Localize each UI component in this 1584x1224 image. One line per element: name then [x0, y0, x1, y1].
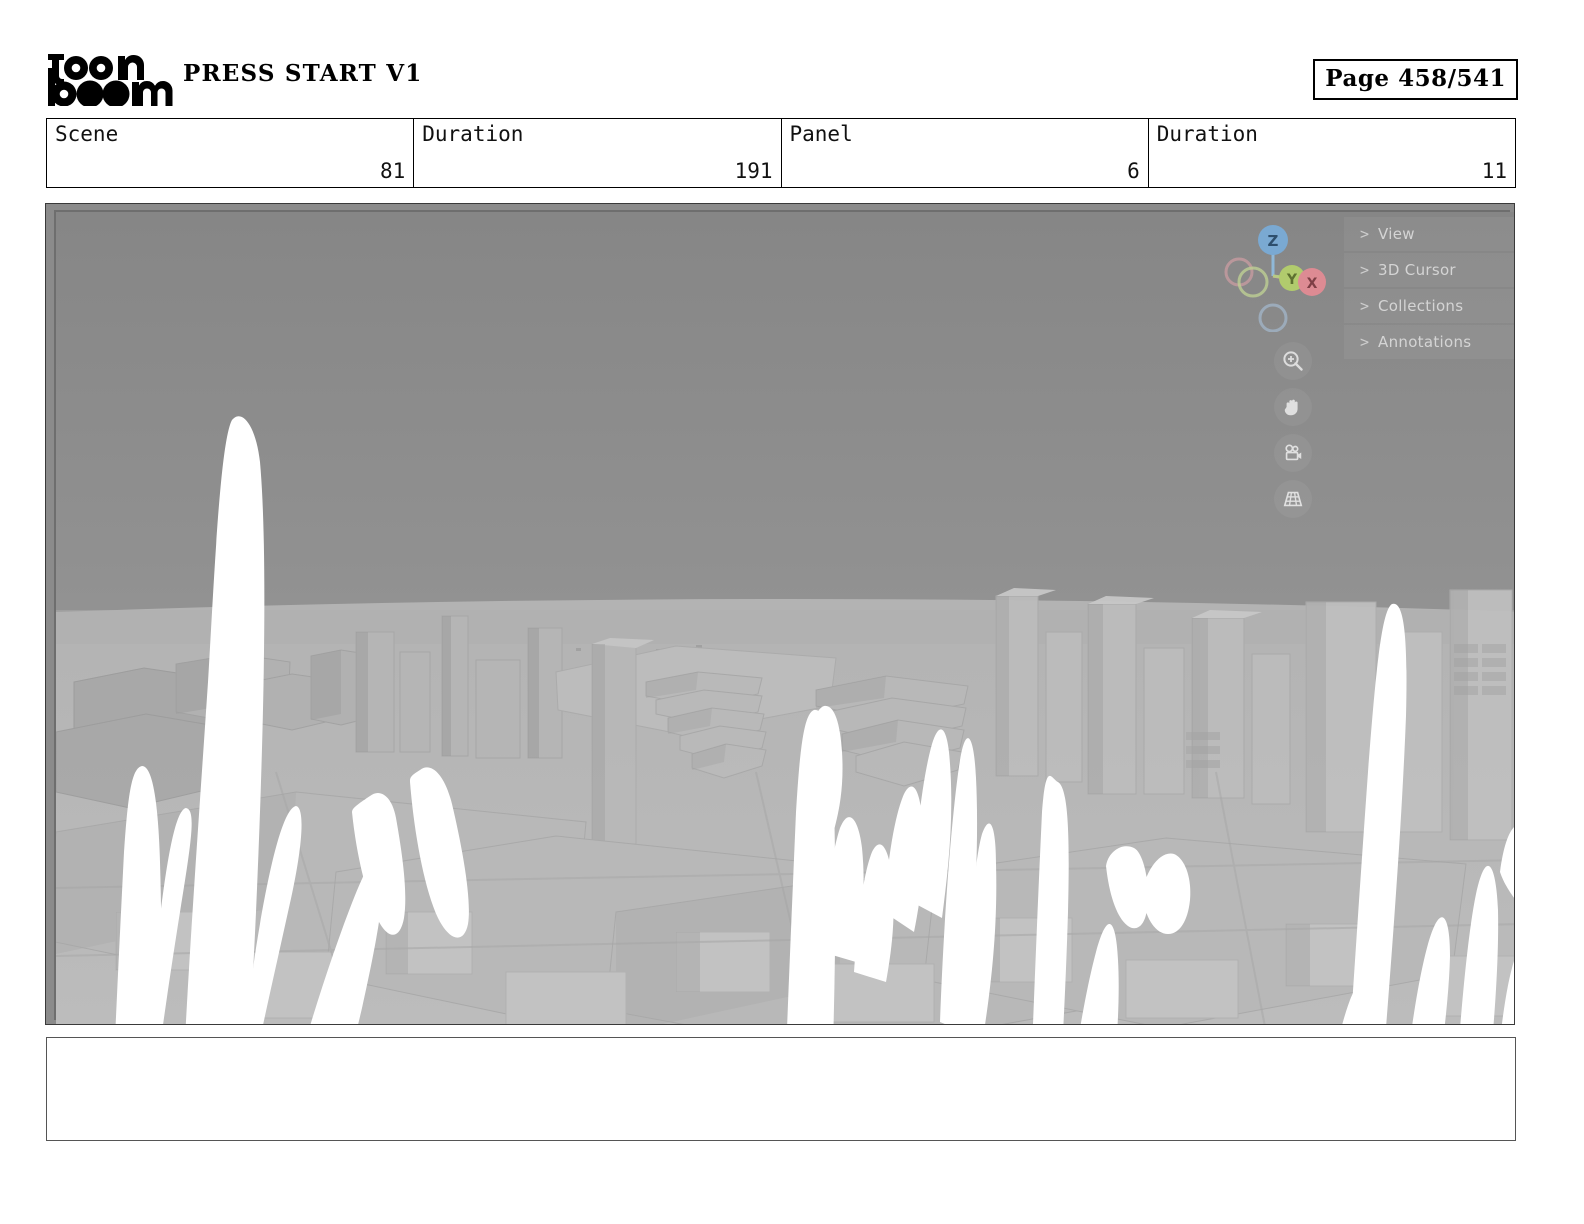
gizmo-x-label: X	[1307, 276, 1318, 292]
sidebar-item-collections[interactable]: > Collections	[1344, 289, 1514, 323]
navigation-gizmo[interactable]: Z Y X	[1217, 220, 1329, 333]
chevron-right-icon: >	[1360, 260, 1370, 279]
sidebar-item-view[interactable]: > View	[1344, 217, 1514, 251]
chevron-right-icon: >	[1360, 332, 1370, 351]
zoom-tool-button[interactable]	[1274, 342, 1312, 380]
gizmo-x-ball	[1298, 268, 1326, 296]
gizmo-y-label: Y	[1286, 272, 1298, 288]
meta-label-panel-duration: Duration	[1156, 122, 1258, 146]
3d-viewport-screenshot[interactable]: Z Y X > View > 3D Cursor > Collections	[56, 212, 1514, 1024]
meta-value-panel: 6	[1127, 159, 1140, 183]
panel-notes-box[interactable]	[46, 1037, 1516, 1141]
grid-perspective-icon	[1283, 491, 1303, 507]
panel-metadata-table: Scene 81 Duration 191 Panel 6 Duration 1…	[46, 118, 1516, 188]
perspective-toggle-button[interactable]	[1274, 480, 1312, 518]
viewport-tool-buttons	[1274, 342, 1312, 518]
panel-inner-bevel: Z Y X > View > 3D Cursor > Collections	[54, 210, 1514, 1024]
meta-label-panel: Panel	[789, 122, 853, 146]
toon-boom-logo	[46, 44, 174, 106]
chevron-right-icon: >	[1360, 224, 1370, 243]
meta-value-scene: 81	[379, 159, 406, 183]
sidebar-item-label: 3D Cursor	[1378, 261, 1456, 279]
storyboard-panel-frame: Z Y X > View > 3D Cursor > Collections	[45, 203, 1515, 1025]
meta-cell-panel-duration[interactable]: Duration 11	[1149, 119, 1515, 187]
viewport-render	[56, 212, 1514, 1024]
meta-value-panel-duration: 11	[1481, 159, 1507, 183]
gizmo-z-ball	[1258, 225, 1288, 255]
meta-value-scene-duration: 191	[734, 159, 773, 183]
page-indicator: Page 458/541	[1313, 59, 1518, 100]
gizmo-neg-y-ball	[1237, 266, 1269, 298]
page-header: PRESS START V1 Page 458/541	[0, 0, 1584, 110]
sidebar-item-label: View	[1378, 225, 1415, 243]
magnifier-plus-icon	[1283, 351, 1303, 371]
sidebar-item-3d-cursor[interactable]: > 3D Cursor	[1344, 253, 1514, 287]
camera-icon	[1285, 444, 1302, 461]
camera-view-button[interactable]	[1274, 434, 1312, 472]
meta-label-scene-duration: Duration	[422, 122, 524, 146]
viewport-sidebar: > View > 3D Cursor > Collections > Annot…	[1344, 217, 1514, 359]
meta-cell-panel[interactable]: Panel 6	[782, 119, 1149, 187]
meta-cell-scene-duration[interactable]: Duration 191	[414, 119, 782, 187]
meta-label-scene: Scene	[55, 122, 119, 146]
sidebar-item-annotations[interactable]: > Annotations	[1344, 325, 1514, 359]
pan-tool-button[interactable]	[1274, 388, 1312, 426]
sidebar-item-label: Collections	[1378, 297, 1464, 315]
page-title: PRESS START V1	[183, 60, 423, 87]
hand-icon	[1284, 399, 1298, 416]
annotation-strokes	[115, 416, 1514, 1024]
meta-cell-scene[interactable]: Scene 81	[47, 119, 415, 187]
gizmo-z-label: Z	[1268, 232, 1279, 250]
gizmo-neg-z-ball	[1258, 303, 1288, 333]
sidebar-item-label: Annotations	[1378, 333, 1472, 351]
chevron-right-icon: >	[1360, 296, 1370, 315]
